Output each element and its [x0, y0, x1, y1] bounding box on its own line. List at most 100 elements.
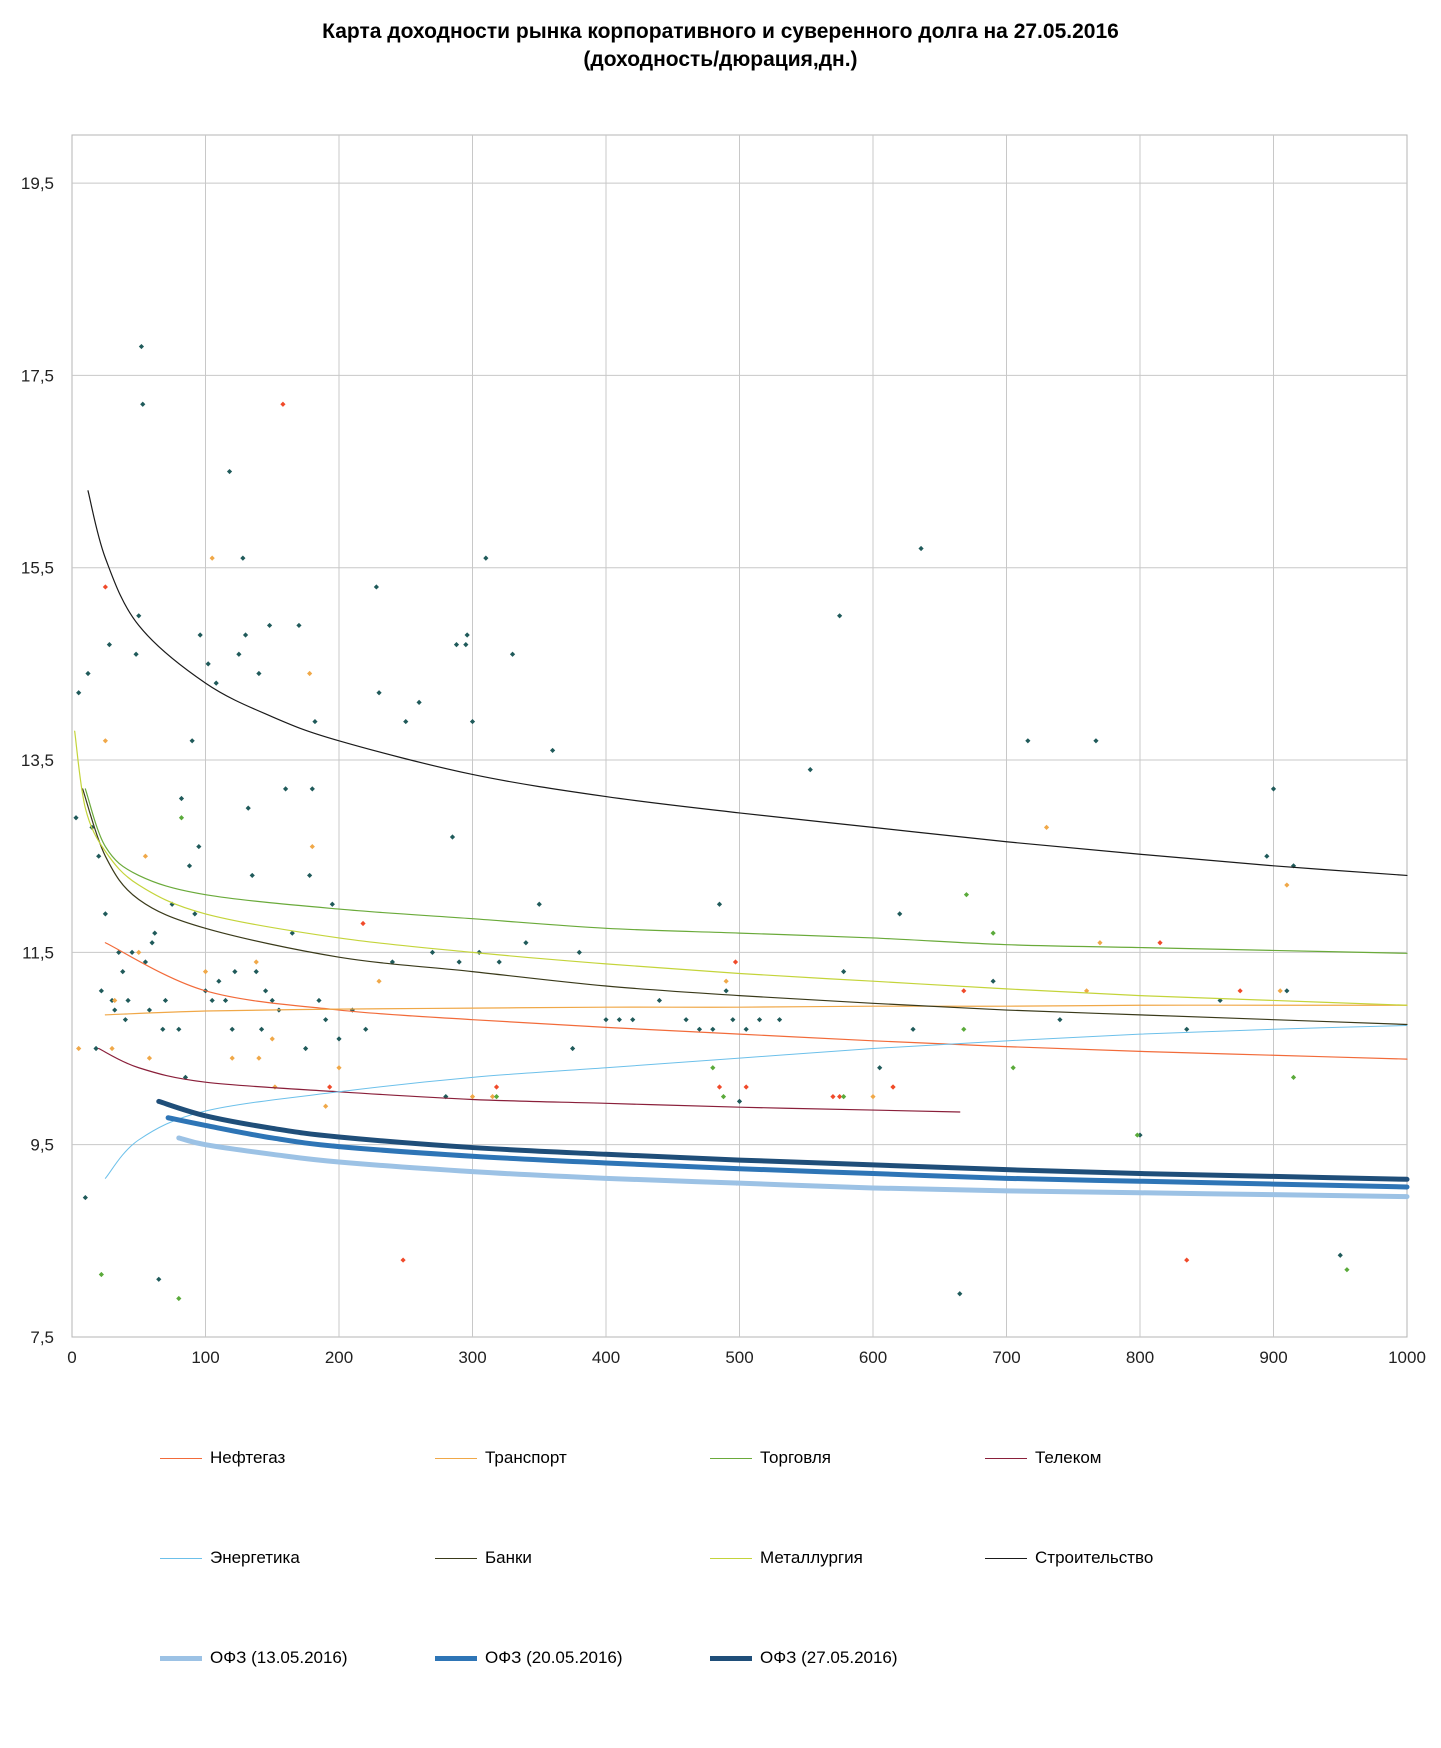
legend-item: Банки	[435, 1548, 532, 1568]
series-line	[156, 1098, 1410, 1182]
data-point	[463, 642, 469, 648]
x-tick-label: 300	[458, 1348, 486, 1367]
legend-item: Транспорт	[435, 1448, 567, 1468]
data-point	[1277, 988, 1283, 994]
data-point	[449, 834, 456, 840]
legend-item: ОФЗ (27.05.2016)	[710, 1648, 898, 1668]
data-point	[156, 1276, 162, 1282]
data-point	[990, 978, 996, 984]
data-point	[258, 1026, 265, 1032]
data-point	[576, 949, 582, 955]
data-point	[897, 911, 903, 917]
legend-swatch	[710, 1457, 752, 1459]
data-point	[253, 959, 259, 965]
data-point	[710, 1065, 716, 1071]
data-point	[146, 1007, 153, 1013]
x-tick-label: 800	[1126, 1348, 1154, 1367]
legend: Нефтегаз Транспорт Торговля Телеком Энергети…	[160, 1448, 1340, 1748]
series-line	[104, 1024, 1408, 1179]
series-line	[104, 942, 1408, 1060]
data-point	[176, 1026, 182, 1032]
legend-item: ОФЗ (20.05.2016)	[435, 1648, 623, 1668]
x-tick-label: 900	[1259, 1348, 1287, 1367]
series-line	[176, 1135, 1410, 1200]
data-point	[229, 1055, 235, 1061]
data-point	[373, 584, 379, 590]
legend-swatch	[435, 1457, 477, 1459]
y-tick-label: 11,5	[22, 943, 54, 962]
data-point	[696, 1026, 703, 1032]
legend-item: Энергетика	[160, 1548, 300, 1568]
legend-label: Транспорт	[485, 1448, 567, 1467]
data-point	[142, 853, 149, 859]
legend-label: Строительство	[1035, 1548, 1154, 1567]
legend-swatch	[160, 1655, 202, 1661]
data-point	[120, 968, 126, 975]
data-point	[363, 1026, 369, 1032]
data-point	[716, 1084, 723, 1090]
legend-swatch	[160, 1457, 202, 1459]
axis-tick-labels: 0 100 200 300 400 500 600 700 800 900 1000 7,5 9,5 11…	[21, 174, 1426, 1367]
data-point	[349, 1007, 355, 1013]
data-point	[483, 555, 489, 561]
data-point	[957, 1291, 963, 1297]
data-point	[213, 680, 219, 686]
data-point	[209, 997, 215, 1004]
data-point	[102, 738, 108, 744]
series-line	[87, 490, 1408, 877]
legend-swatch	[435, 1557, 477, 1559]
data-point	[464, 632, 470, 638]
legend-swatch	[985, 1557, 1027, 1559]
data-point	[316, 997, 322, 1004]
data-point	[253, 968, 259, 975]
legend-swatch	[710, 1655, 752, 1661]
data-point	[1093, 738, 1099, 744]
x-tick-label: 200	[325, 1348, 353, 1367]
data-point	[327, 1084, 333, 1090]
data-point	[469, 1094, 476, 1100]
data-point	[329, 901, 335, 907]
legend-item: Торговля	[710, 1448, 831, 1468]
data-point	[272, 1084, 278, 1090]
x-tick-label: 1000	[1388, 1348, 1426, 1367]
data-point	[269, 997, 275, 1004]
x-tick-label: 700	[992, 1348, 1020, 1367]
data-point	[489, 1094, 496, 1100]
data-point	[109, 1045, 115, 1052]
legend-swatch	[435, 1655, 477, 1661]
data-point	[1237, 988, 1243, 994]
legend-row: Нефтегаз Транспорт Торговля Телеком	[160, 1448, 1340, 1548]
data-point	[776, 1017, 783, 1023]
legend-label: Металлургия	[760, 1548, 863, 1567]
data-point	[743, 1084, 749, 1090]
legend-label: ОФЗ (20.05.2016)	[485, 1648, 623, 1667]
legend-row: Энергетика Банки Металлургия Строительство	[160, 1548, 1340, 1648]
data-point	[232, 968, 238, 975]
data-point	[403, 718, 409, 725]
data-point	[85, 670, 91, 677]
data-point	[136, 613, 142, 619]
data-point	[756, 1017, 763, 1023]
data-point	[229, 1026, 235, 1032]
legend-item: Нефтегаз	[160, 1448, 285, 1468]
data-point	[656, 997, 662, 1004]
data-point	[1284, 988, 1290, 994]
data-point	[841, 1094, 847, 1100]
data-point	[453, 642, 460, 648]
series-line	[98, 1047, 961, 1113]
data-point	[140, 401, 146, 407]
data-point	[312, 718, 318, 725]
data-point	[266, 622, 273, 629]
y-tick-label: 15,5	[21, 559, 54, 578]
data-point	[389, 959, 395, 965]
legend-label: ОФЗ (13.05.2016)	[210, 1648, 348, 1667]
data-point	[400, 1257, 406, 1263]
data-point	[1097, 940, 1103, 946]
data-point	[309, 786, 315, 792]
data-point	[877, 1065, 883, 1071]
legend-item: Телеком	[985, 1448, 1101, 1468]
data-point	[146, 1055, 153, 1061]
data-point	[125, 997, 131, 1004]
data-point	[249, 872, 255, 879]
data-point	[112, 1007, 118, 1013]
